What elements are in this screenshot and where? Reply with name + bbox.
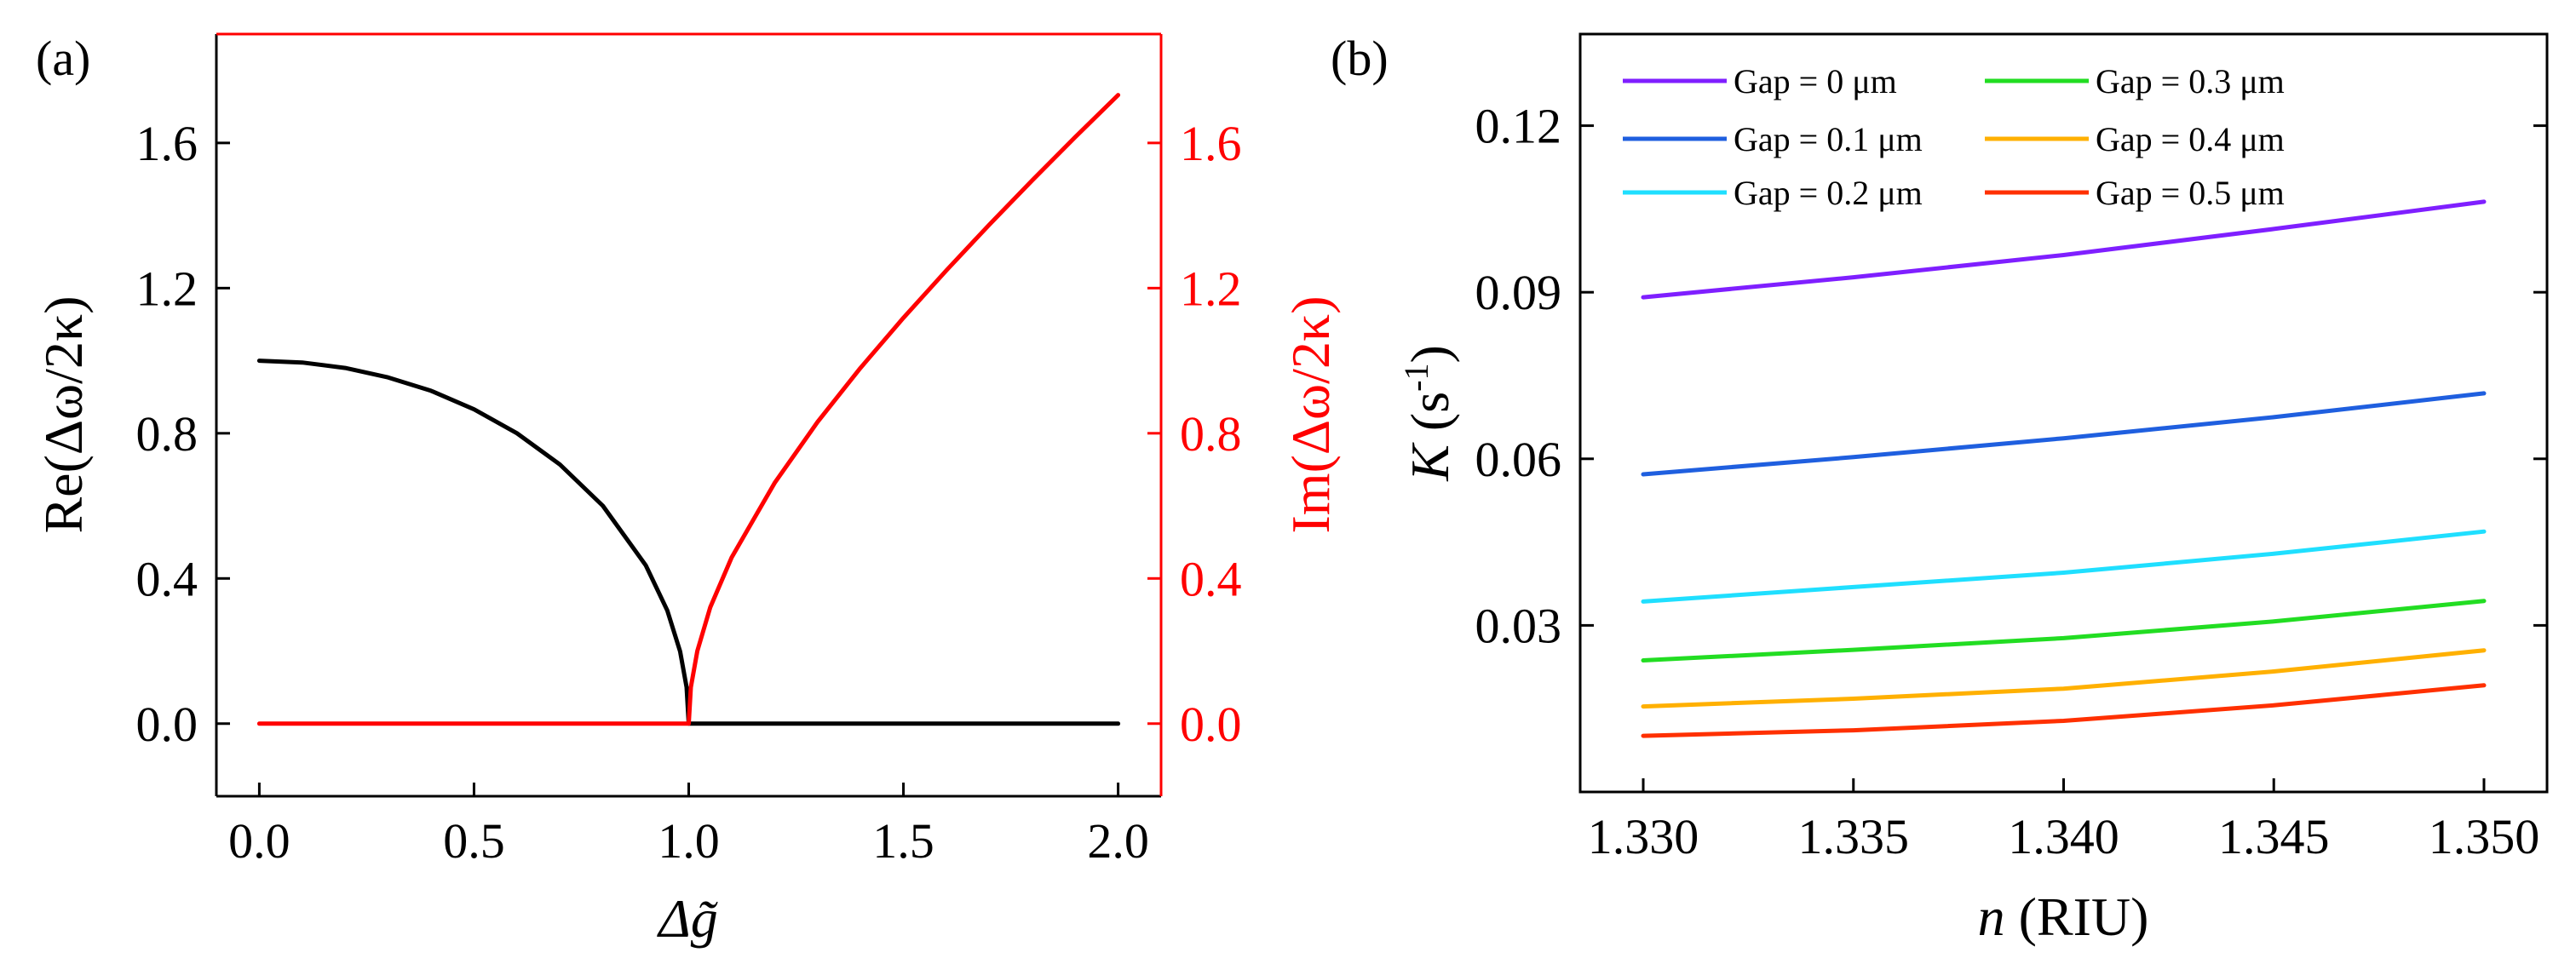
panel-a-right-y-tick-label: 0.0 xyxy=(1180,697,1242,752)
panel-a-x-tick-label: 2.0 xyxy=(1087,813,1149,869)
panel-a-x-ticks: 0.0 0.5 1.0 1.5 2.0 xyxy=(228,783,1149,869)
panel-b-series-gap-0.5-m xyxy=(1641,683,2487,738)
panel-a-series-re xyxy=(256,359,1121,726)
panel-a-left-y-tick-label: 0.8 xyxy=(136,406,198,462)
panel-a-left-y-tick-label: 1.2 xyxy=(136,261,198,316)
panel-b-x-ticks: 1.330 1.335 1.340 1.345 1.350 xyxy=(1588,778,2539,864)
panel-a-marks xyxy=(256,93,1121,726)
panel-a-x-tick-label: 0.0 xyxy=(228,813,290,869)
panel-b-x-axis-unit: (RIU) xyxy=(2005,886,2149,947)
legend-label: Gap = 0 μm xyxy=(1734,62,1897,100)
panel-b-y-tick-label: 0.12 xyxy=(1475,99,1562,154)
panel-b-x-tick-label: 1.335 xyxy=(1798,809,1910,864)
panel-b-x-tick-label: 1.340 xyxy=(2008,809,2119,864)
panel-b-legend: Gap = 0 μm Gap = 0.1 μm Gap = 0.2 μm Gap = … xyxy=(1623,62,2285,212)
panel-a-left-y-tick-label: 0.0 xyxy=(136,697,198,752)
panel-b-frame xyxy=(1578,32,2549,794)
panel-b-x-axis-title: n (RIU) xyxy=(1978,886,2149,947)
panel-b-series-gap-0.2-m xyxy=(1641,529,2487,604)
panel-b-series-gap-0.4-m xyxy=(1641,648,2487,709)
panel-b-y-axis-unit-close: ) xyxy=(1400,345,1460,363)
legend-item-gap-0-m: Gap = 0 μm xyxy=(1623,62,1897,100)
panel-b-y-tick-label: 0.03 xyxy=(1475,598,1562,653)
panel-a-left-y-axis-title: Re(Δω/2κ) xyxy=(33,295,94,533)
panel-b-y-axis-variable: K xyxy=(1400,442,1460,482)
panel-a-x-tick-label: 1.0 xyxy=(658,813,720,869)
panel-b-y-tick-label: 0.09 xyxy=(1475,265,1562,320)
panel-b-x-tick-label: 1.350 xyxy=(2429,809,2540,864)
panel-b-series-gap-0.3-m xyxy=(1641,599,2487,663)
panel-a-x-tick-label: 0.5 xyxy=(443,813,505,869)
panel-a-right-y-ticks: 0.0 0.4 0.8 1.2 1.6 xyxy=(1147,116,1242,752)
panel-b-y-ticks: 0.03 0.06 0.09 0.12 xyxy=(1475,99,2547,653)
panel-a-right-y-tick-label: 1.2 xyxy=(1180,261,1242,316)
legend-label: Gap = 0.3 μm xyxy=(2096,62,2285,100)
panel-a-right-y-tick-label: 1.6 xyxy=(1180,116,1242,171)
legend-item-gap-0.1-m: Gap = 0.1 μm xyxy=(1623,120,1923,158)
legend-label: Gap = 0.1 μm xyxy=(1734,120,1923,158)
panel-b-y-axis-unit-open: (s xyxy=(1400,392,1460,445)
panel-a-right-y-tick-label: 0.8 xyxy=(1180,406,1242,462)
panel-a-x-axis-title: Δg̃ xyxy=(656,888,718,949)
panel-b-y-axis-unit-exponent: -1 xyxy=(1397,364,1435,392)
panel-b-label: (b) xyxy=(1331,31,1389,86)
panel-a-left-y-tick-label: 1.6 xyxy=(136,116,198,171)
panel-a-right-y-tick-label: 0.4 xyxy=(1180,551,1242,606)
panel-a-series-im xyxy=(256,93,1121,726)
legend-item-gap-0.5-m: Gap = 0.5 μm xyxy=(1985,174,2285,212)
panel-b-x-tick-label: 1.330 xyxy=(1588,809,1699,864)
panel-b-series-gap-0-m xyxy=(1641,199,2487,300)
panel-b-y-axis-title: K (s-1) xyxy=(1397,345,1460,482)
panel-a-right-y-axis-title: Im(Δω/2κ) xyxy=(1280,295,1341,533)
panel-b-x-axis-variable: n xyxy=(1978,886,2005,947)
legend-label: Gap = 0.4 μm xyxy=(2096,120,2285,158)
legend-item-gap-0.4-m: Gap = 0.4 μm xyxy=(1985,120,2285,158)
panel-a: (a) 0.0 0.5 1.0 1.5 2.0 0.00.40.81.21.6 0.00… xyxy=(33,31,1341,949)
panel-a-left-y-tick-label: 0.4 xyxy=(136,551,198,606)
panel-b-x-tick-label: 1.345 xyxy=(2218,809,2330,864)
panel-b-y-tick-label: 0.06 xyxy=(1475,432,1562,487)
panel-a-left-y-ticks: 0.0 0.4 0.8 1.2 1.6 xyxy=(136,116,230,752)
legend-label: Gap = 0.2 μm xyxy=(1734,174,1923,212)
legend-item-gap-0.2-m: Gap = 0.2 μm xyxy=(1623,174,1923,212)
panel-a-label: (a) xyxy=(36,31,90,86)
panel-b-series-gap-0.1-m xyxy=(1641,391,2487,477)
panel-b-marks xyxy=(1641,199,2487,738)
panel-b: (b) 1.330 1.335 1.340 1.345 1.350 0.030.060.… xyxy=(1331,31,2549,947)
legend-label: Gap = 0.5 μm xyxy=(2096,174,2285,212)
panel-a-x-tick-label: 1.5 xyxy=(872,813,934,869)
legend-item-gap-0.3-m: Gap = 0.3 μm xyxy=(1985,62,2285,100)
